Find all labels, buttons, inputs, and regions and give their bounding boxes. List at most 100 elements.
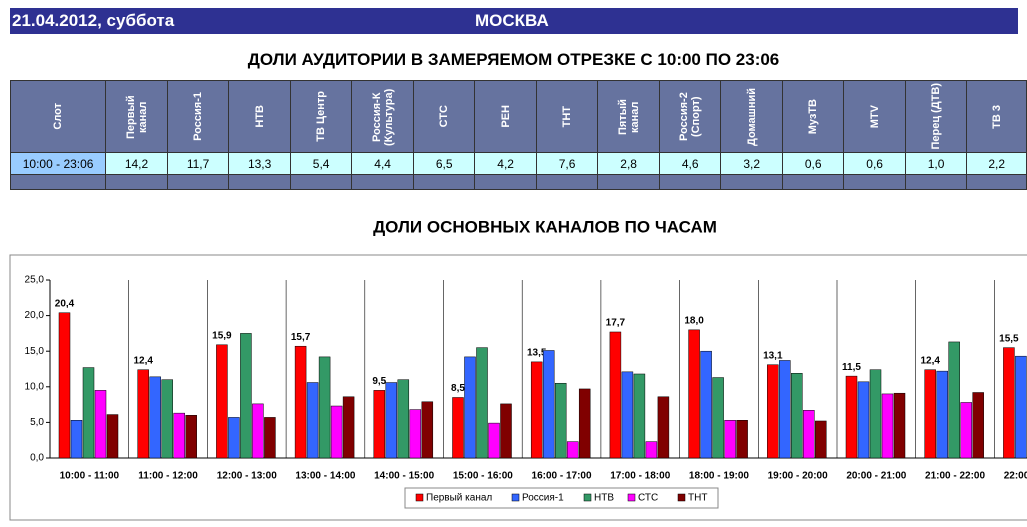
bar	[542, 350, 555, 459]
data-cell: 7,6	[535, 152, 599, 175]
x-tick-label: 17:00 - 18:00	[610, 471, 670, 482]
bar	[767, 364, 779, 459]
data-cell: 2,8	[597, 152, 660, 175]
bar	[58, 312, 71, 459]
header-text: Перец (ДТВ)	[930, 83, 943, 150]
footer-row	[9, 174, 1027, 190]
value-label: 12,4	[920, 355, 940, 366]
legend-label: СТС	[638, 493, 658, 504]
header-cell: РЕН	[474, 80, 537, 153]
bar	[373, 390, 386, 459]
header-cell: СТС	[412, 80, 476, 153]
footer-cell	[843, 174, 906, 190]
bar	[948, 341, 960, 459]
bar	[500, 403, 512, 459]
bar	[869, 369, 882, 459]
data-cell: 0,6	[781, 152, 845, 175]
share-table: Слот Первый канал Россия-1 НТВ ТВ Центр Росси…	[9, 80, 1027, 190]
header-text: ТВ Центр	[315, 91, 328, 142]
header-text: Слот	[52, 103, 65, 130]
footer-cell	[597, 174, 660, 190]
footer-cell	[166, 174, 230, 190]
bar	[566, 441, 579, 459]
value-label: 15,9	[212, 330, 232, 341]
x-tick-label: 11:00 - 12:00	[138, 471, 198, 482]
header-cell: MTV	[843, 80, 906, 153]
city: МОСКВА	[475, 11, 549, 30]
header-cell: Россия-1	[166, 80, 230, 153]
bar	[688, 329, 700, 459]
value-label: 15,5	[999, 333, 1019, 344]
bar	[791, 373, 803, 459]
bar	[554, 382, 567, 459]
value-label: 20,4	[55, 298, 75, 309]
value-label: 9,5	[372, 376, 386, 387]
footer-cell	[535, 174, 599, 190]
header-cell: Слот	[9, 80, 107, 153]
data-cell: 10:00 - 23:06	[9, 152, 107, 175]
bar	[488, 422, 500, 459]
header-text: ТВ 3	[990, 104, 1003, 129]
header-bar: 21.04.2012, суббота МОСКВА	[10, 8, 1018, 34]
bar	[609, 331, 622, 459]
bar	[149, 376, 161, 459]
legend-swatch	[677, 493, 686, 502]
data-cell: 14,2	[105, 152, 168, 175]
value-label: 18,0	[684, 315, 704, 326]
bar	[621, 371, 634, 459]
bar	[216, 344, 228, 459]
y-tick-label: 25,0	[25, 275, 45, 286]
header-cell: Россия-К (Культура)	[351, 80, 414, 153]
x-tick-label: 10:00 - 11:00	[60, 471, 120, 482]
legend-box	[404, 487, 719, 509]
header-cell: Домашний	[720, 80, 783, 153]
bar	[452, 397, 464, 459]
header-cell: МузТВ	[781, 80, 845, 153]
bar	[578, 388, 591, 459]
footer-cell	[658, 174, 722, 190]
footer-cell	[474, 174, 537, 190]
footer-cell	[9, 174, 107, 190]
header-text: Россия-1	[192, 92, 205, 141]
bar	[1015, 355, 1027, 459]
bar	[936, 370, 948, 459]
x-tick-label: 18:00 - 19:00	[689, 471, 749, 482]
bar	[657, 396, 670, 459]
x-tick-label: 15:00 - 16:00	[453, 471, 513, 482]
x-tick-label: 20:00 - 21:00	[846, 471, 906, 482]
bar	[700, 350, 712, 459]
bar	[82, 367, 95, 459]
bar	[330, 405, 343, 459]
footer-cell	[412, 174, 476, 190]
header-text: MTV	[868, 104, 881, 129]
value-label: 8,5	[451, 383, 465, 394]
bar	[924, 369, 936, 459]
bar	[476, 347, 488, 459]
chart-title: ДОЛИ ОСНОВНЫХ КАНАЛОВ ПО ЧАСАМ	[373, 217, 717, 236]
y-tick-label: 5,0	[30, 417, 44, 428]
value-label: 11,5	[842, 362, 861, 373]
footer-cell	[228, 174, 291, 190]
header-cell: Пятый канал	[597, 80, 660, 153]
bar	[94, 390, 107, 459]
bar	[409, 409, 422, 459]
x-tick-label: 21:00 - 22:00	[925, 471, 985, 482]
x-tick-label: 13:00 - 14:00	[295, 471, 355, 482]
header-text: ТНТ	[561, 105, 574, 128]
bar	[857, 381, 870, 459]
table-title: ДОЛИ АУДИТОРИИ В ЗАМЕРЯЕМОМ ОТРЕЗКЕ С 10…	[247, 50, 780, 69]
bar	[893, 392, 906, 459]
data-cell: 4,4	[351, 152, 414, 175]
bar	[70, 420, 83, 459]
data-cell: 2,2	[966, 152, 1027, 175]
header-cell: Первый канал	[105, 80, 168, 153]
header-cell: ТНТ	[535, 80, 599, 153]
bar	[845, 375, 858, 459]
header-cell: ТВ Центр	[289, 80, 353, 153]
footer-cell	[904, 174, 968, 190]
data-cell: 13,3	[228, 152, 291, 175]
bar	[803, 410, 815, 459]
bar	[385, 382, 398, 459]
bar	[1003, 347, 1015, 459]
footer-cell	[351, 174, 414, 190]
